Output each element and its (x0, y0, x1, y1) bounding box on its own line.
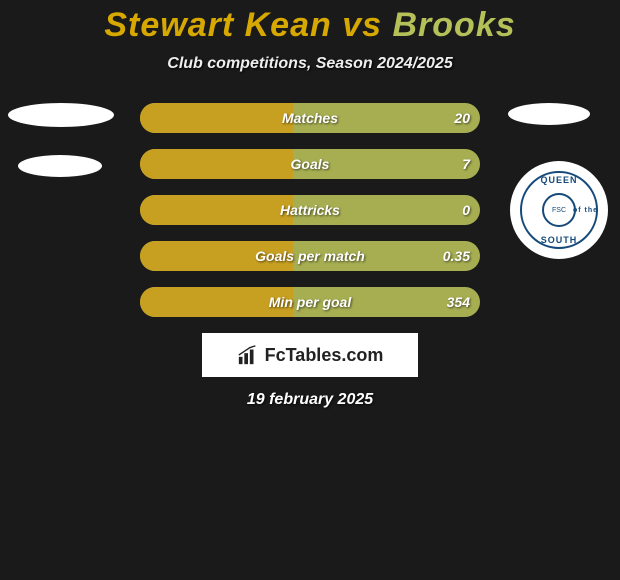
stat-bar-right-value: 20 (454, 110, 470, 126)
player2-image-placeholder (508, 103, 590, 125)
stat-bar: Matches 20 (140, 103, 480, 133)
source-logo-text: FcTables.com (265, 345, 384, 366)
player1-name: Stewart Kean (104, 6, 331, 44)
badge-right-text: of the (573, 207, 598, 214)
stat-bar-right-value: 7 (462, 156, 470, 172)
stat-bar: Goals per match 0.35 (140, 241, 480, 271)
club-badge: QUEEN of the SOUTH FSC (510, 161, 608, 259)
stat-bar-right-value: 0 (462, 202, 470, 218)
comparison-title: Stewart Kean vs Brooks (0, 0, 620, 45)
stat-bar-right-value: 0.35 (443, 248, 470, 264)
snapshot-date: 19 february 2025 (0, 391, 620, 409)
stat-bars: Matches 20 Goals 7 Hattricks 0 Goals per match… (140, 103, 480, 317)
stat-bar: Min per goal 354 (140, 287, 480, 317)
stat-bar-fill-left (140, 149, 293, 179)
badge-center: FSC (542, 193, 576, 227)
stat-bar: Hattricks 0 (140, 195, 480, 225)
stats-area: QUEEN of the SOUTH FSC Matches 20 Goals 7 Ha… (0, 103, 620, 317)
subtitle: Club competitions, Season 2024/2025 (0, 55, 620, 73)
stat-bar-label: Matches (282, 110, 338, 126)
stat-bar-label: Min per goal (269, 294, 351, 310)
badge-top-text: QUEEN (540, 175, 577, 185)
stat-bar-label: Goals per match (255, 248, 365, 264)
stat-bar-fill-left (140, 195, 293, 225)
stat-bar-right-value: 354 (447, 294, 470, 310)
stat-bar-label: Hattricks (280, 202, 340, 218)
vs-text: vs (342, 6, 382, 44)
image-placeholder (8, 103, 114, 127)
stat-bar-label: Goals (291, 156, 330, 172)
club-badge-inner: QUEEN of the SOUTH FSC (520, 171, 598, 249)
stat-bar-fill-left (140, 103, 293, 133)
stat-bar: Goals 7 (140, 149, 480, 179)
badge-bottom-text: SOUTH (541, 235, 578, 245)
image-placeholder (18, 155, 102, 177)
player2-name: Brooks (393, 6, 516, 44)
fctables-icon (237, 344, 259, 366)
source-logo-box: FcTables.com (202, 333, 418, 377)
